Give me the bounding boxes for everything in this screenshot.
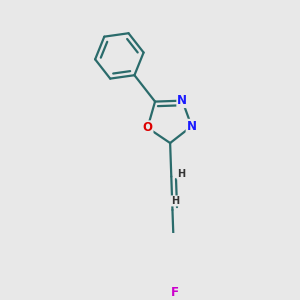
Text: H: H: [177, 169, 185, 179]
Text: N: N: [187, 120, 196, 133]
Text: N: N: [177, 94, 187, 107]
Text: H: H: [171, 196, 179, 206]
Text: F: F: [171, 286, 179, 299]
Text: O: O: [142, 121, 152, 134]
